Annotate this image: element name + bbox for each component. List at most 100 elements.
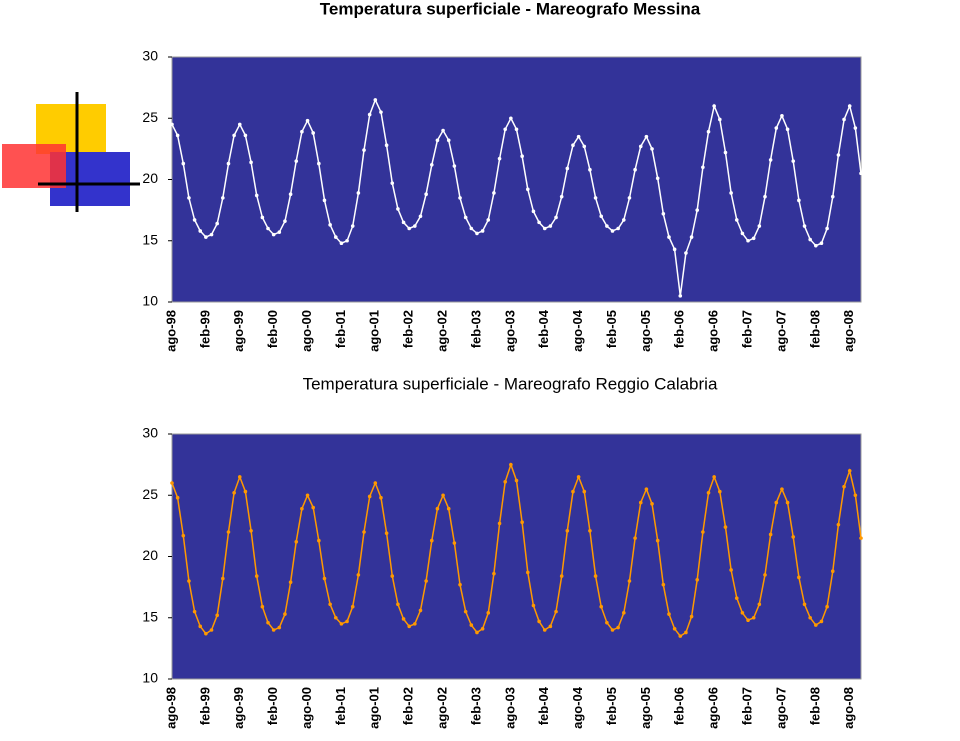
data-point — [593, 196, 598, 200]
data-point — [644, 134, 649, 139]
data-point — [373, 481, 378, 485]
decoration — [2, 92, 140, 212]
data-point — [616, 625, 620, 630]
x-tick-label: feb-08 — [807, 310, 822, 348]
data-point — [266, 226, 270, 231]
data-point — [232, 133, 236, 138]
data-point — [441, 128, 445, 133]
data-point — [525, 187, 530, 192]
data-point — [226, 161, 231, 166]
data-point — [814, 243, 818, 248]
data-point — [187, 579, 191, 583]
plot-area — [171, 433, 862, 680]
data-point — [350, 604, 355, 609]
data-point — [328, 223, 332, 227]
data-point — [379, 110, 383, 114]
data-point — [305, 118, 310, 123]
data-point — [701, 165, 705, 170]
data-point — [401, 220, 406, 225]
x-tick-label: ago-05 — [638, 687, 653, 729]
x-tick-label: feb-00 — [265, 687, 280, 725]
data-point — [384, 143, 389, 147]
data-point — [328, 602, 332, 607]
x-tick-label: ago-99 — [231, 310, 246, 352]
data-point — [401, 617, 406, 621]
data-point — [463, 215, 468, 220]
data-point — [469, 226, 474, 231]
data-point — [537, 619, 541, 624]
data-point — [655, 538, 660, 543]
data-point — [305, 493, 310, 498]
data-point — [458, 582, 462, 587]
data-point — [672, 626, 677, 631]
data-point — [333, 235, 338, 239]
x-tick-label: ago-01 — [367, 310, 382, 352]
data-point — [226, 530, 231, 534]
data-point — [599, 214, 604, 219]
data-point — [571, 489, 575, 494]
data-point — [446, 138, 451, 143]
data-point — [475, 231, 479, 236]
data-point — [554, 215, 558, 220]
data-point — [480, 229, 485, 233]
x-tick-label: ago-98 — [163, 310, 178, 352]
data-point — [198, 624, 203, 629]
data-point — [192, 609, 197, 614]
x-tick-label: feb-03 — [468, 687, 483, 725]
data-point — [294, 540, 299, 544]
data-point — [780, 114, 784, 118]
data-point — [757, 224, 762, 228]
x-tick-label: feb-00 — [265, 310, 280, 348]
data-point — [802, 602, 807, 607]
data-point — [661, 582, 666, 587]
data-point — [204, 235, 208, 239]
plot-area — [171, 56, 862, 303]
data-point — [814, 623, 818, 627]
data-point — [497, 521, 502, 526]
data-point — [627, 196, 632, 200]
data-point — [695, 577, 700, 582]
data-point — [622, 611, 626, 615]
data-point — [254, 574, 259, 578]
data-point — [356, 191, 361, 195]
x-tick-label: feb-07 — [739, 687, 754, 725]
data-point — [260, 215, 265, 220]
y-tick-label: 30 — [142, 48, 158, 64]
data-point — [684, 251, 688, 255]
x-tick-label: feb-99 — [197, 687, 212, 725]
y-tick-label: 10 — [142, 293, 158, 309]
x-tick-label: feb-06 — [672, 687, 687, 725]
y-tick-label: 25 — [142, 109, 158, 125]
data-point — [475, 630, 479, 635]
data-point — [300, 506, 304, 511]
data-point — [537, 220, 541, 225]
y-tick-label: 20 — [142, 170, 158, 186]
x-tick-label: ago-02 — [435, 687, 450, 729]
data-point — [847, 104, 852, 108]
x-tick-label: ago-07 — [773, 310, 788, 352]
data-point — [407, 624, 411, 629]
data-point — [774, 500, 779, 505]
data-point — [317, 161, 321, 166]
y-tick-label: 20 — [142, 547, 158, 563]
data-point — [638, 500, 643, 505]
data-point — [503, 479, 508, 484]
data-point — [633, 167, 637, 172]
data-point — [582, 144, 587, 149]
data-point — [424, 192, 428, 196]
data-point — [379, 495, 383, 500]
data-point — [531, 603, 536, 608]
data-point — [486, 611, 491, 615]
data-point — [785, 500, 790, 505]
data-point — [627, 579, 632, 583]
data-point — [396, 602, 400, 607]
data-point — [413, 622, 417, 626]
data-point — [339, 241, 344, 245]
data-point — [452, 164, 457, 168]
data-point — [808, 237, 812, 242]
data-point — [785, 127, 790, 132]
data-point — [610, 628, 615, 632]
data-point — [215, 613, 219, 618]
data-point — [209, 232, 214, 237]
x-tick-label: feb-01 — [333, 310, 348, 348]
